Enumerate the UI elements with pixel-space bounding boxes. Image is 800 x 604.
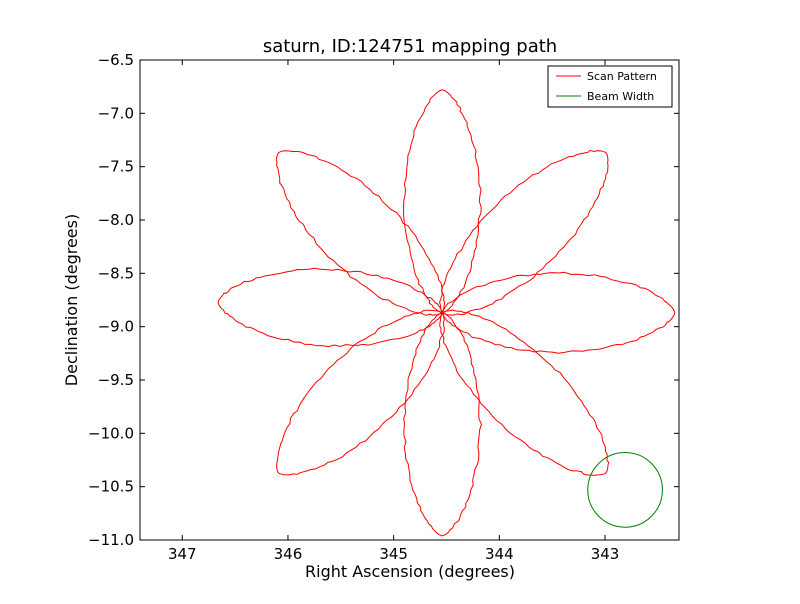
legend-label-beam-width: Beam Width <box>587 90 654 103</box>
x-tick-label: 343 <box>591 545 620 563</box>
plot-clip-group <box>217 89 676 537</box>
x-axis-ticks: 347 346 345 344 343 <box>168 60 619 563</box>
scan-pattern-petal <box>439 309 610 476</box>
y-tick-label: −8.5 <box>98 264 134 282</box>
scan-pattern-petal <box>217 267 443 348</box>
y-tick-label: −6.5 <box>98 51 134 69</box>
scan-pattern-petal <box>438 149 609 316</box>
y-tick-label: −7.5 <box>98 158 134 176</box>
scan-pattern-petal <box>402 89 482 314</box>
y-tick-label: −10.5 <box>88 478 134 496</box>
legend-label-scan-pattern: Scan Pattern <box>587 70 657 83</box>
beam-width-circle <box>587 452 663 528</box>
scan-pattern-petal <box>275 309 445 476</box>
x-tick-label: 345 <box>379 545 408 563</box>
x-tick-label: 347 <box>168 545 197 563</box>
y-axis-ticks: −11.0 −10.5 −10.0 −9.5 −9.0 −8.5 −8.0 −7.5 −7.0 −… <box>88 51 679 549</box>
scan-pattern-petal <box>275 150 446 316</box>
chart-title: saturn, ID:124751 mapping path <box>263 36 557 57</box>
y-axis-label: Declination (degrees) <box>62 214 81 386</box>
scan-pattern-petal <box>403 312 482 537</box>
y-tick-label: −11.0 <box>88 531 134 549</box>
y-tick-label: −9.5 <box>98 371 134 389</box>
x-tick-label: 344 <box>485 545 514 563</box>
x-tick-label: 346 <box>274 545 303 563</box>
legend: Scan Pattern Beam Width <box>547 65 673 108</box>
y-tick-label: −9.0 <box>98 318 134 336</box>
y-tick-label: −7.0 <box>98 104 134 122</box>
plot-area <box>217 89 676 537</box>
plot-frame <box>139 59 680 541</box>
x-axis-label: Right Ascension (degrees) <box>305 562 515 581</box>
legend-box <box>547 65 673 108</box>
y-tick-label: −8.0 <box>98 211 134 229</box>
scan-pattern-petal <box>441 271 676 354</box>
y-tick-label: −10.0 <box>88 424 134 442</box>
